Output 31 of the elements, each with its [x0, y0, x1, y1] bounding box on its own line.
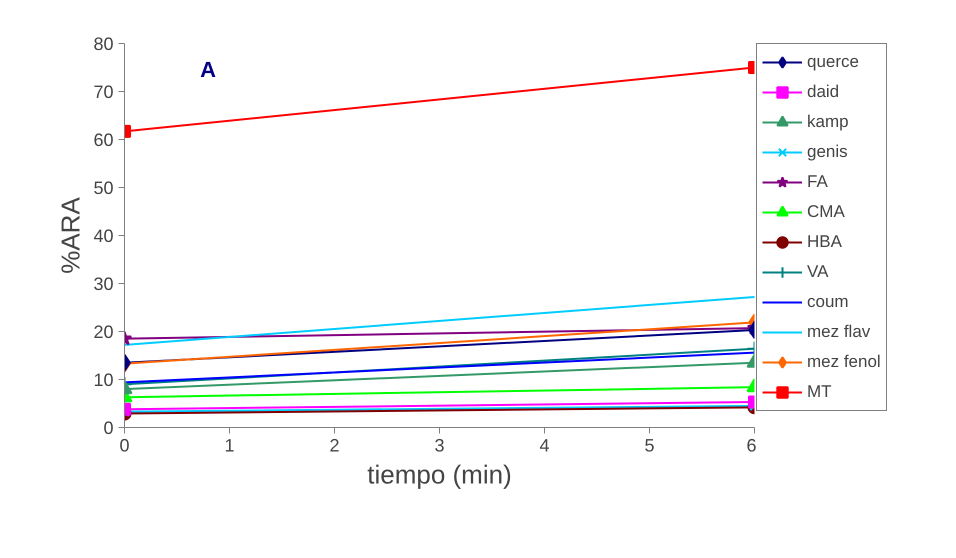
y-tick-label: 50: [93, 178, 114, 198]
legend-label: querce: [807, 51, 859, 73]
legend-label: HBA: [807, 231, 842, 253]
x-axis-title: tiempo (min): [367, 460, 512, 490]
legend-label: genis: [807, 141, 848, 163]
legend-label: CMA: [807, 201, 845, 223]
y-tick-label: 10: [93, 370, 114, 390]
y-tick-label: 20: [93, 322, 114, 342]
y-tick-label: 0: [103, 418, 114, 438]
y-axis-title: %ARA: [55, 196, 86, 274]
x-tick-label: 0: [119, 436, 130, 456]
y-tick-label: 30: [93, 274, 114, 294]
y-tick-label: 70: [93, 82, 114, 102]
legend-label: FA: [807, 171, 828, 193]
x-tick-label: 6: [746, 436, 757, 456]
annotation: A: [200, 56, 216, 82]
x-tick-label: 5: [644, 436, 655, 456]
legend-label: mez fenol: [807, 351, 881, 373]
x-tick-label: 2: [329, 436, 340, 456]
legend-label: daid: [807, 81, 840, 103]
y-tick-label: 80: [93, 34, 114, 54]
legend-label: coum: [807, 291, 849, 313]
x-tick-label: 3: [434, 436, 445, 456]
legend-label: mez flav: [807, 321, 870, 343]
x-tick-label: 1: [224, 436, 235, 456]
y-tick-label: 40: [93, 226, 114, 246]
legend-label: MT: [807, 381, 832, 403]
legend-label: VA: [807, 261, 828, 283]
legend-label: kamp: [807, 111, 849, 133]
x-tick-label: 4: [539, 436, 550, 456]
y-tick-label: 60: [93, 130, 114, 150]
